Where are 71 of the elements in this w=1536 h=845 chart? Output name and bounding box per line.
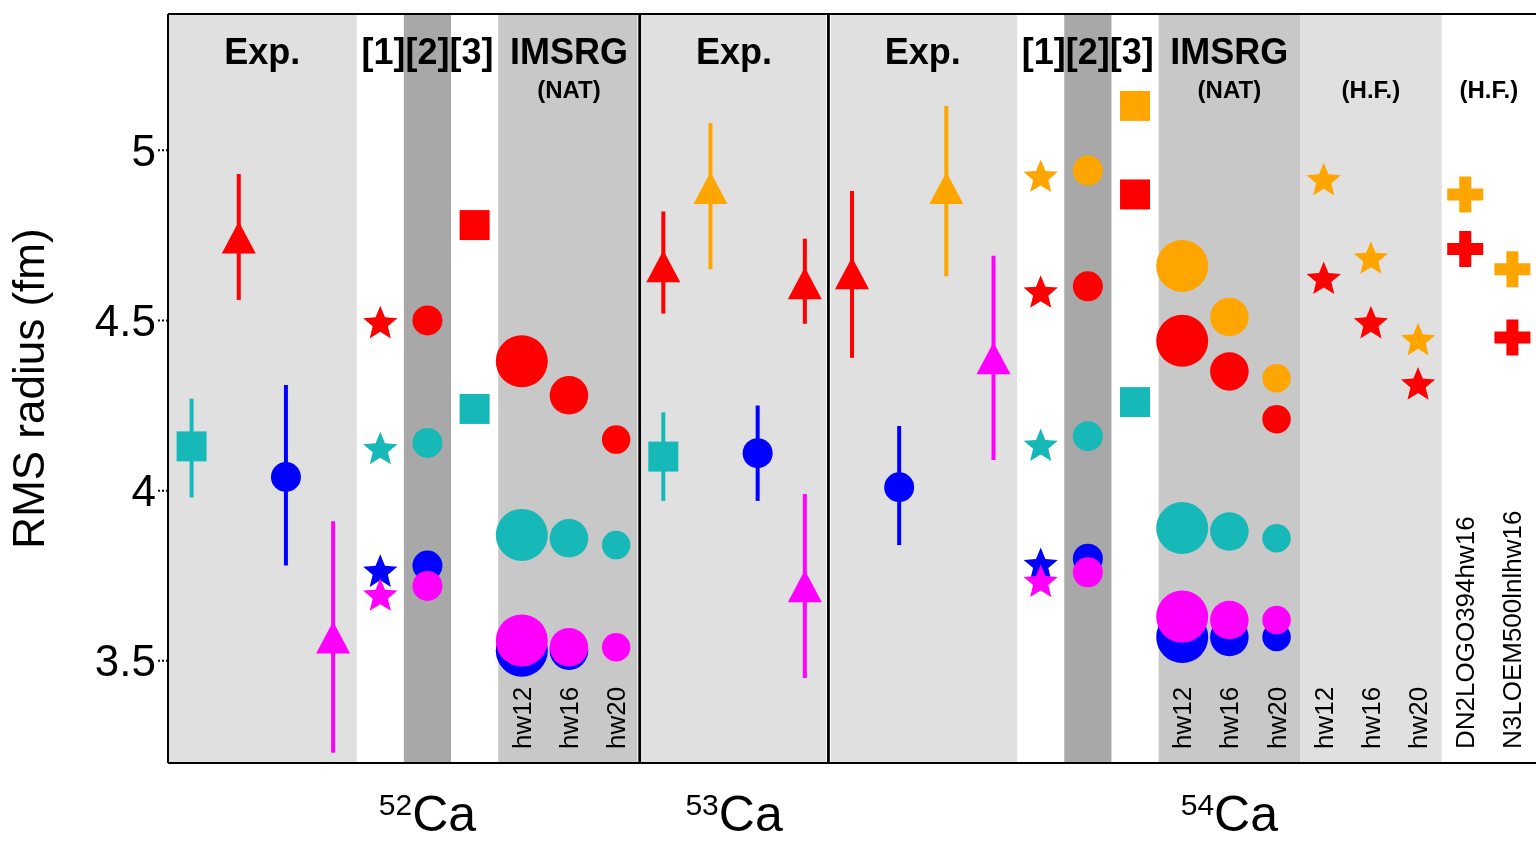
point — [221, 221, 256, 254]
annotation: [1][2][3] — [1021, 30, 1154, 72]
point — [1120, 179, 1151, 210]
point — [1023, 428, 1058, 461]
point — [884, 472, 915, 503]
point — [929, 172, 964, 205]
point — [1120, 387, 1151, 418]
annotation: Exp. — [884, 30, 961, 72]
point — [1353, 241, 1389, 274]
point — [412, 305, 443, 336]
y-tick-label: 3.5 — [94, 636, 156, 686]
point — [1353, 305, 1389, 339]
point — [1072, 271, 1103, 302]
point — [693, 172, 728, 205]
point — [176, 431, 207, 462]
point — [1494, 251, 1531, 288]
annotation: (NAT) — [1197, 75, 1262, 103]
y-tick-label: 4 — [131, 466, 156, 516]
x-tick-label: hw16 — [1214, 686, 1245, 749]
annotation: IMSRG — [509, 30, 628, 72]
annotation: (H.F.) — [1341, 75, 1401, 103]
annotation: (H.F.) — [1459, 75, 1519, 103]
point — [787, 267, 822, 300]
point — [270, 462, 301, 493]
text: $^{53}$Ca — [685, 786, 783, 842]
point — [1447, 230, 1484, 267]
annotation: [1][2][3] — [361, 30, 494, 72]
point — [646, 250, 681, 283]
point — [1072, 421, 1103, 452]
point — [363, 431, 398, 465]
x-tick-label: hw16 — [553, 686, 584, 749]
point — [1023, 564, 1058, 598]
point — [363, 578, 398, 611]
y-tick-label: 5 — [131, 125, 156, 175]
point — [363, 305, 398, 339]
point — [412, 427, 443, 458]
point — [412, 570, 443, 601]
point — [648, 441, 679, 472]
point — [1400, 322, 1436, 356]
x-tick-label: hw20 — [1403, 686, 1434, 749]
x-tick-label: hw20 — [1261, 686, 1292, 749]
y-axis-title: RMS radius (fm) — [3, 228, 53, 549]
x-tick-label: DN2LOGO394hw16 — [1450, 516, 1481, 749]
point — [1072, 557, 1103, 588]
point — [459, 393, 490, 424]
point — [459, 210, 490, 241]
point — [1306, 261, 1341, 295]
point — [363, 554, 398, 587]
point — [1023, 159, 1058, 192]
point — [1306, 162, 1341, 196]
x-tick-label: hw12 — [1308, 686, 1339, 749]
point — [1447, 176, 1484, 213]
text: $^{52}$Ca — [378, 786, 477, 842]
annotation: IMSRG — [1170, 30, 1289, 72]
point — [742, 438, 773, 469]
x-tick-label: hw12 — [1167, 686, 1198, 749]
x-tick-label: N3LOEM500lnlhw16 — [1497, 510, 1528, 749]
annotation: Exp. — [224, 30, 301, 72]
annotation: (NAT) — [537, 75, 601, 103]
y-tick-label: 4.5 — [94, 296, 156, 346]
point — [1072, 155, 1103, 186]
point — [1023, 275, 1058, 308]
point — [1400, 367, 1436, 400]
annotation: Exp. — [696, 30, 773, 72]
point — [1120, 90, 1151, 121]
point — [976, 342, 1011, 375]
x-tick-label: hw12 — [506, 686, 537, 749]
x-tick-label: hw20 — [601, 686, 632, 749]
text: $^{54}$Ca — [1180, 786, 1279, 842]
point — [1494, 319, 1531, 356]
x-tick-label: hw16 — [1355, 686, 1386, 749]
